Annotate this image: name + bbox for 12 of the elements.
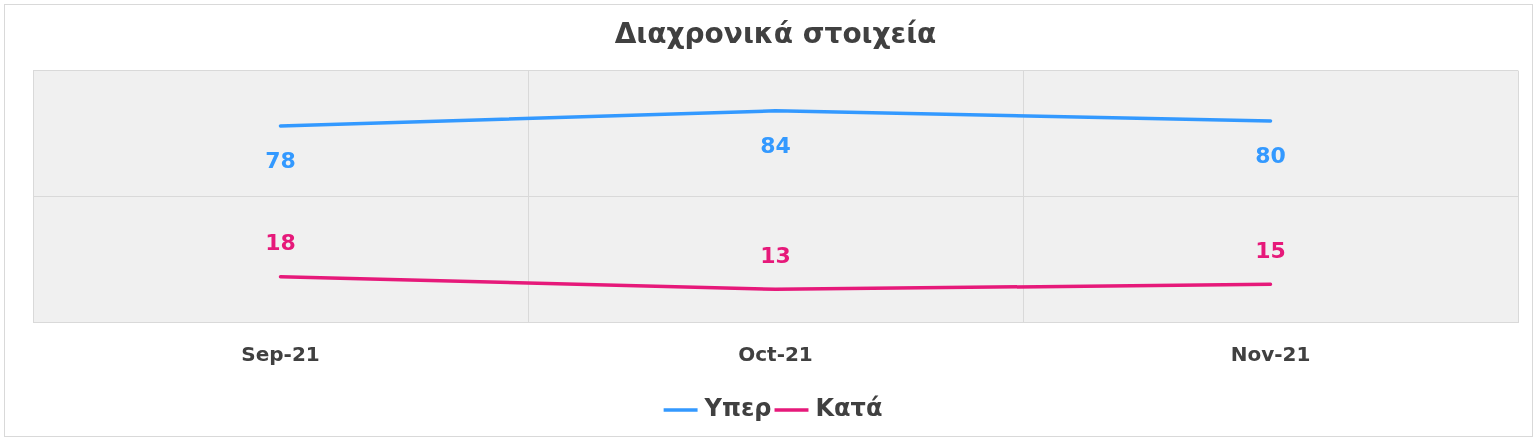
data-label: 78 [265,147,296,173]
data-label: 18 [265,230,296,256]
x-tick-label: Oct-21 [738,342,813,367]
data-label: 80 [1255,142,1286,168]
legend-label: Κατά [815,394,883,423]
data-label: 13 [760,243,791,269]
x-tick-label: Sep-21 [241,342,320,367]
chart-title: Διαχρονικά στοιχεία [614,17,937,51]
data-label: 15 [1255,238,1286,264]
legend-label: Υπερ [703,394,772,423]
data-label: 84 [760,132,791,158]
x-tick-label: Nov-21 [1230,342,1311,367]
